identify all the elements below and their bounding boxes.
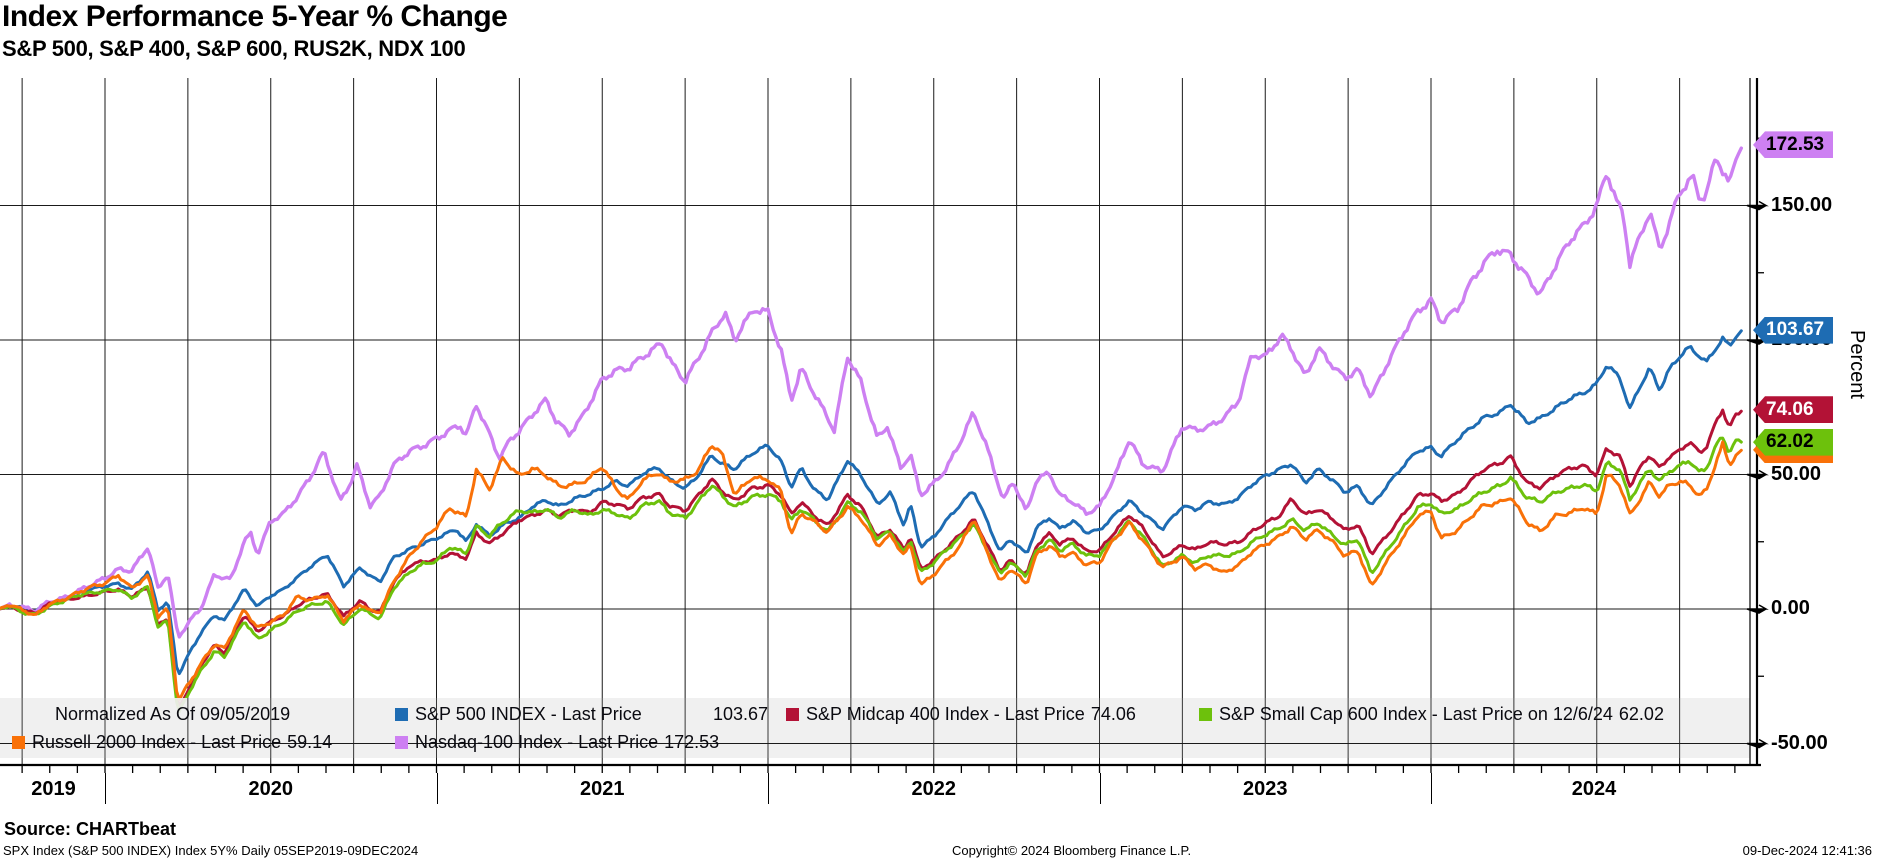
year-separator bbox=[105, 773, 106, 804]
y-axis-arrow-tick bbox=[1746, 469, 1769, 480]
price-flag-74.06: 74.06 bbox=[1753, 396, 1833, 424]
year-separator bbox=[436, 773, 438, 804]
legend-item: S&P Midcap 400 Index - Last Price 74.06 bbox=[786, 701, 1136, 727]
legend-item: Normalized As Of 09/05/2019 bbox=[55, 701, 290, 727]
ticker-descriptor: SPX Index (S&P 500 INDEX) Index 5Y% Dail… bbox=[3, 843, 419, 858]
legend-swatch bbox=[395, 707, 408, 721]
legend-last-price: 62.02 bbox=[1618, 703, 1664, 724]
y-axis-arrow-tick bbox=[1746, 200, 1769, 211]
legend-swatch bbox=[1199, 707, 1212, 721]
series-line-s-p-small-cap-600-index bbox=[0, 436, 1743, 714]
year-separator bbox=[1099, 773, 1101, 804]
legend-last-price: 59.14 bbox=[287, 731, 333, 752]
series-line-s-p-midcap-400-index bbox=[0, 408, 1743, 708]
legend-label: S&P 500 INDEX - Last Price bbox=[415, 703, 642, 724]
x-year-label-2021: 2021 bbox=[580, 778, 625, 800]
page-title: Index Performance 5-Year % Change bbox=[2, 0, 508, 33]
legend-label: S&P Midcap 400 Index - Last Price bbox=[806, 703, 1085, 724]
y-tick-label--50.00: -50.00 bbox=[1771, 731, 1828, 754]
y-axis-title: Percent bbox=[1846, 330, 1868, 399]
y-axis-arrow-tick bbox=[1746, 738, 1769, 749]
legend-label: S&P Small Cap 600 Index - Last Price on … bbox=[1219, 703, 1613, 724]
y-tick-label-0.00: 0.00 bbox=[1771, 597, 1810, 619]
legend-swatch bbox=[12, 735, 25, 749]
legend-swatch bbox=[395, 735, 408, 749]
x-year-label-2024: 2024 bbox=[1571, 778, 1617, 800]
x-year-label-2023: 2023 bbox=[1243, 778, 1288, 800]
x-year-label-2020: 2020 bbox=[248, 778, 294, 800]
x-year-label-2022: 2022 bbox=[911, 778, 957, 800]
y-axis-arrow-tick bbox=[1746, 604, 1769, 614]
legend-last-price: 103.67 bbox=[712, 703, 768, 724]
year-separator bbox=[768, 773, 769, 804]
year-separator bbox=[1431, 773, 1432, 804]
y-tick-label-150.00: 150.00 bbox=[1771, 193, 1833, 216]
x-year-label-2019: 2019 bbox=[31, 778, 76, 800]
chart-subtitle: S&P 500, S&P 400, S&P 600, RUS2K, NDX 10… bbox=[2, 36, 466, 61]
legend-label: Normalized As Of 09/05/2019 bbox=[55, 703, 291, 724]
legend-label: Russell 2000 Index - Last Price bbox=[32, 731, 282, 752]
series-lines bbox=[0, 146, 1743, 714]
legend-item: Russell 2000 Index - Last Price 59.14 bbox=[12, 729, 332, 755]
legend-item: Nasdaq-100 Index - Last Price 172.53 bbox=[395, 729, 719, 755]
legend-swatch bbox=[786, 707, 799, 721]
price-flag-62.02: 62.02 bbox=[1753, 428, 1833, 456]
copyright-notice: Copyright© 2024 Bloomberg Finance L.P. bbox=[952, 843, 1192, 858]
series-line-nasdaq-100-index bbox=[0, 146, 1743, 639]
price-flag-172.53: 172.53 bbox=[1753, 131, 1833, 159]
series-line-russell-2000-index bbox=[0, 440, 1743, 702]
legend-band bbox=[0, 698, 1750, 758]
price-flag-103.67: 103.67 bbox=[1753, 316, 1833, 344]
legend-item: S&P 500 INDEX - Last Price 103.67 bbox=[395, 701, 768, 727]
legend-last-price: 74.06 bbox=[1090, 703, 1136, 724]
y-tick-label-50.00: 50.00 bbox=[1771, 462, 1822, 485]
legend-label: Nasdaq-100 Index - Last Price bbox=[415, 731, 659, 752]
timestamp: 09-Dec-2024 12:41:36 bbox=[1742, 843, 1872, 858]
source-label: Source: CHARTbeat bbox=[4, 819, 177, 839]
legend-last-price: 172.53 bbox=[664, 731, 720, 752]
legend-item: S&P Small Cap 600 Index - Last Price on … bbox=[1199, 701, 1664, 727]
series-line-s-p-500-index bbox=[0, 329, 1743, 676]
